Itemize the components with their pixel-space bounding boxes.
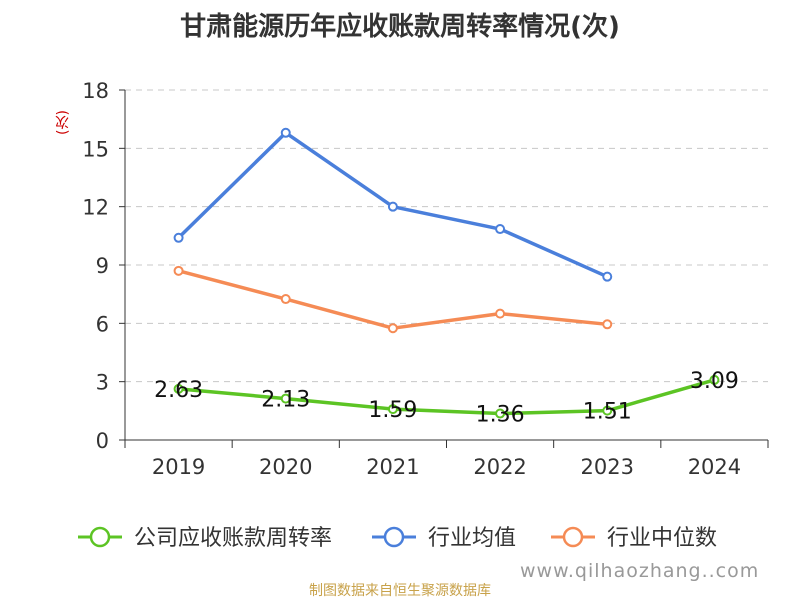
data-point — [495, 308, 506, 319]
legend-label: 行业中位数 — [607, 526, 717, 551]
y-tick-label: 18 — [82, 79, 109, 103]
legend-swatch-marker — [383, 526, 405, 548]
data-point — [173, 232, 184, 243]
y-tick-label: 12 — [82, 196, 109, 220]
y-tick-label: 9 — [96, 254, 109, 278]
y-tick-label: 6 — [96, 312, 109, 336]
x-tick-label: 2019 — [152, 455, 205, 479]
data-point — [602, 271, 613, 282]
legend-swatch-marker — [562, 526, 584, 548]
y-tick-label: 3 — [96, 371, 109, 395]
data-point — [387, 323, 398, 334]
data-point — [709, 374, 720, 385]
data-point — [387, 404, 398, 415]
data-point — [387, 201, 398, 212]
data-label: 2.13 — [261, 388, 310, 413]
legend-label: 行业均值 — [428, 526, 516, 551]
x-tick-label: 2023 — [581, 455, 634, 479]
data-point — [280, 393, 291, 404]
y-tick-label: 15 — [82, 137, 109, 161]
data-point — [280, 294, 291, 305]
series-line-2 — [178, 269, 608, 330]
source-note: 制图数据来自恒生聚源数据库 — [309, 583, 491, 599]
legend-label: 公司应收账款周转率 — [134, 526, 332, 551]
x-tick-label: 2024 — [688, 455, 741, 479]
x-tick-label: 2022 — [473, 455, 526, 479]
data-point — [173, 383, 184, 394]
data-label: 1.51 — [583, 400, 632, 425]
data-point — [173, 265, 184, 276]
data-point — [495, 224, 506, 235]
watermark: www.qilhaozhang..com — [520, 560, 760, 582]
series-line-0 — [178, 378, 715, 416]
x-tick-label: 2020 — [259, 455, 312, 479]
chart-title: 甘肃能源历年应收账款周转率情况(次) — [180, 12, 620, 42]
data-point — [495, 408, 506, 419]
x-tick-label: 2021 — [366, 455, 419, 479]
data-label: 3.09 — [690, 369, 739, 394]
data-point — [280, 127, 291, 138]
data-label: 1.36 — [476, 403, 525, 428]
legend-swatch-marker — [89, 526, 111, 548]
data-point — [602, 405, 613, 416]
y-tick-label: 0 — [96, 429, 109, 453]
data-label: 1.59 — [368, 398, 417, 423]
data-point — [602, 319, 613, 330]
data-label: 2.63 — [154, 378, 203, 403]
